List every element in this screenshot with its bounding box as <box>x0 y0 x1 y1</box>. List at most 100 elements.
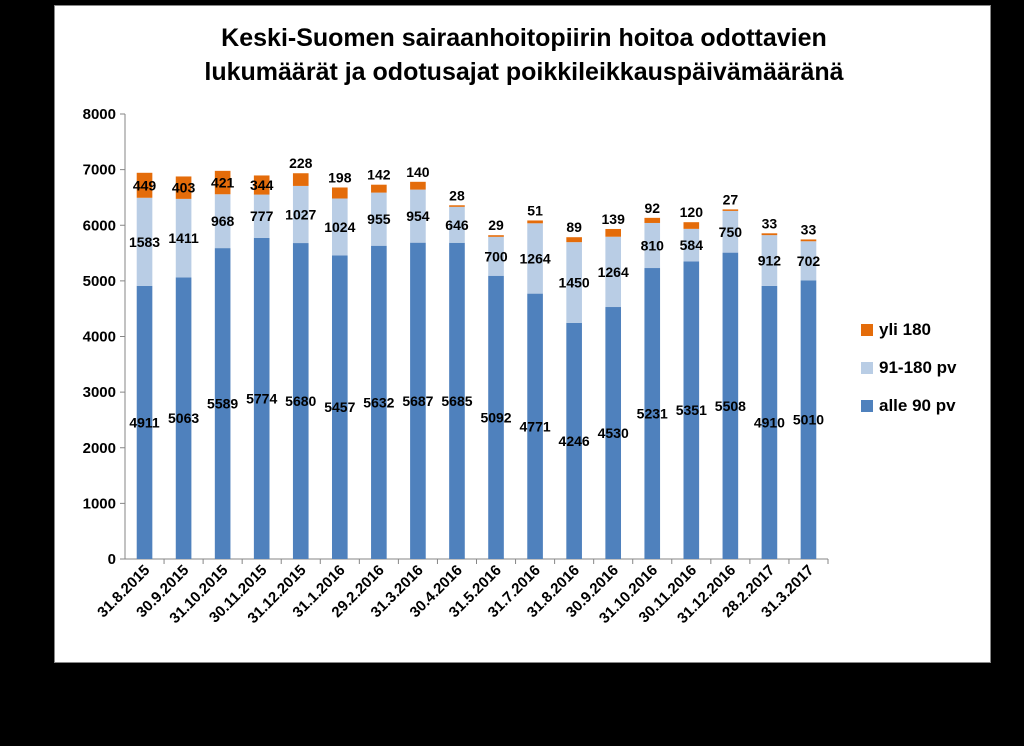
y-tick-label: 1000 <box>83 495 116 512</box>
chart-frame: Keski-Suomen sairaanhoitopiirin hoitoa o… <box>54 5 991 663</box>
data-label: 5774 <box>246 390 277 406</box>
data-label: 421 <box>211 175 235 191</box>
bar-segment <box>292 243 309 560</box>
data-label: 5508 <box>715 398 746 414</box>
bar-segment <box>644 268 661 559</box>
bar-segment <box>371 192 387 246</box>
bar-segment <box>136 197 153 286</box>
bar-segment <box>761 235 778 286</box>
data-label: 646 <box>445 217 469 233</box>
data-label: 5092 <box>480 409 511 425</box>
data-label: 198 <box>328 169 352 185</box>
legend-label: alle 90 pv <box>879 396 956 415</box>
bar-segment <box>449 242 465 559</box>
data-label: 344 <box>250 177 274 193</box>
bar-segment <box>527 220 543 224</box>
bar-segment <box>488 275 504 559</box>
data-label: 92 <box>644 200 660 216</box>
bar-segment <box>292 185 309 244</box>
data-label: 4911 <box>129 414 160 430</box>
data-label: 5687 <box>402 393 433 409</box>
bar-segment <box>214 248 231 559</box>
bar-segment <box>371 245 387 559</box>
stacked-bar-chart: Keski-Suomen sairaanhoitopiirin hoitoa o… <box>83 24 957 627</box>
bar-segment <box>605 228 622 237</box>
data-label: 33 <box>762 215 778 231</box>
data-label: 142 <box>367 167 391 183</box>
bar-segment <box>605 307 622 559</box>
bar-segment <box>371 184 387 193</box>
data-label: 750 <box>719 224 743 240</box>
bar-segment <box>761 233 778 236</box>
data-label: 5063 <box>168 410 199 426</box>
bar-segment <box>722 252 739 559</box>
bar-segment <box>683 222 700 229</box>
bar-segment <box>410 181 426 190</box>
data-label: 1264 <box>598 264 629 280</box>
data-label: 702 <box>797 253 821 269</box>
chart-title-line-1: Keski-Suomen sairaanhoitopiirin hoitoa o… <box>221 24 827 52</box>
y-tick-label: 3000 <box>83 384 116 401</box>
bar-segment <box>644 217 661 223</box>
data-label: 1583 <box>129 234 160 250</box>
bar-segment <box>331 255 348 559</box>
y-tick-label: 0 <box>108 551 116 568</box>
bar-segment <box>175 198 192 278</box>
y-tick-label: 8000 <box>83 106 116 123</box>
bar-segment <box>683 228 700 262</box>
data-label: 33 <box>801 221 817 237</box>
bar-segment <box>605 236 622 308</box>
data-label: 228 <box>289 155 313 171</box>
bar-segment <box>722 209 739 211</box>
bar-segment <box>136 172 153 198</box>
data-label: 968 <box>211 213 235 229</box>
bar-segment <box>488 236 504 276</box>
data-label: 5589 <box>207 396 238 412</box>
bar-segment <box>253 175 270 195</box>
data-label: 5351 <box>676 402 707 418</box>
legend-swatch <box>861 400 873 412</box>
bar-segment <box>292 173 309 186</box>
legend-swatch <box>861 324 873 336</box>
y-tick-label: 5000 <box>83 273 116 290</box>
data-label: 1411 <box>168 230 199 246</box>
bar-segment <box>449 205 465 207</box>
bar-segment <box>175 176 192 199</box>
data-label: 1264 <box>520 250 551 266</box>
data-label: 4246 <box>559 433 590 449</box>
data-label: 27 <box>723 191 739 207</box>
data-label: 5010 <box>793 412 824 428</box>
data-label: 584 <box>680 237 704 253</box>
bar-segment <box>800 241 817 281</box>
data-label: 4771 <box>520 418 551 434</box>
data-label: 955 <box>367 211 391 227</box>
bar-segment <box>214 194 231 249</box>
bar-segment <box>136 285 153 559</box>
bar-segment <box>527 293 543 559</box>
data-label: 5457 <box>324 399 355 415</box>
data-label: 5680 <box>285 393 316 409</box>
bar-segment <box>566 322 582 559</box>
bar-segment <box>644 222 661 269</box>
legend-swatch <box>861 362 873 374</box>
bar-segment <box>722 210 739 253</box>
data-label: 28 <box>449 187 465 203</box>
data-label: 120 <box>680 204 704 220</box>
bar-segment <box>566 237 582 243</box>
data-label: 5231 <box>637 406 668 422</box>
bar-segment <box>761 285 778 559</box>
legend-label: 91-180 pv <box>879 358 957 377</box>
bar-segment <box>175 277 192 559</box>
chart-title-line-2: lukumäärät ja odotusajat poikkileikkausp… <box>204 58 843 86</box>
bar-segment <box>331 187 348 199</box>
bar-segment <box>253 237 270 560</box>
data-label: 1024 <box>324 219 355 235</box>
bar-segment <box>410 242 426 559</box>
data-label: 912 <box>758 253 782 269</box>
data-label: 5632 <box>363 394 394 410</box>
data-label: 810 <box>641 237 665 253</box>
bar-segment <box>449 206 465 243</box>
data-label: 51 <box>527 202 543 218</box>
legend-label: yli 180 <box>879 320 931 339</box>
data-label: 1450 <box>559 274 590 290</box>
